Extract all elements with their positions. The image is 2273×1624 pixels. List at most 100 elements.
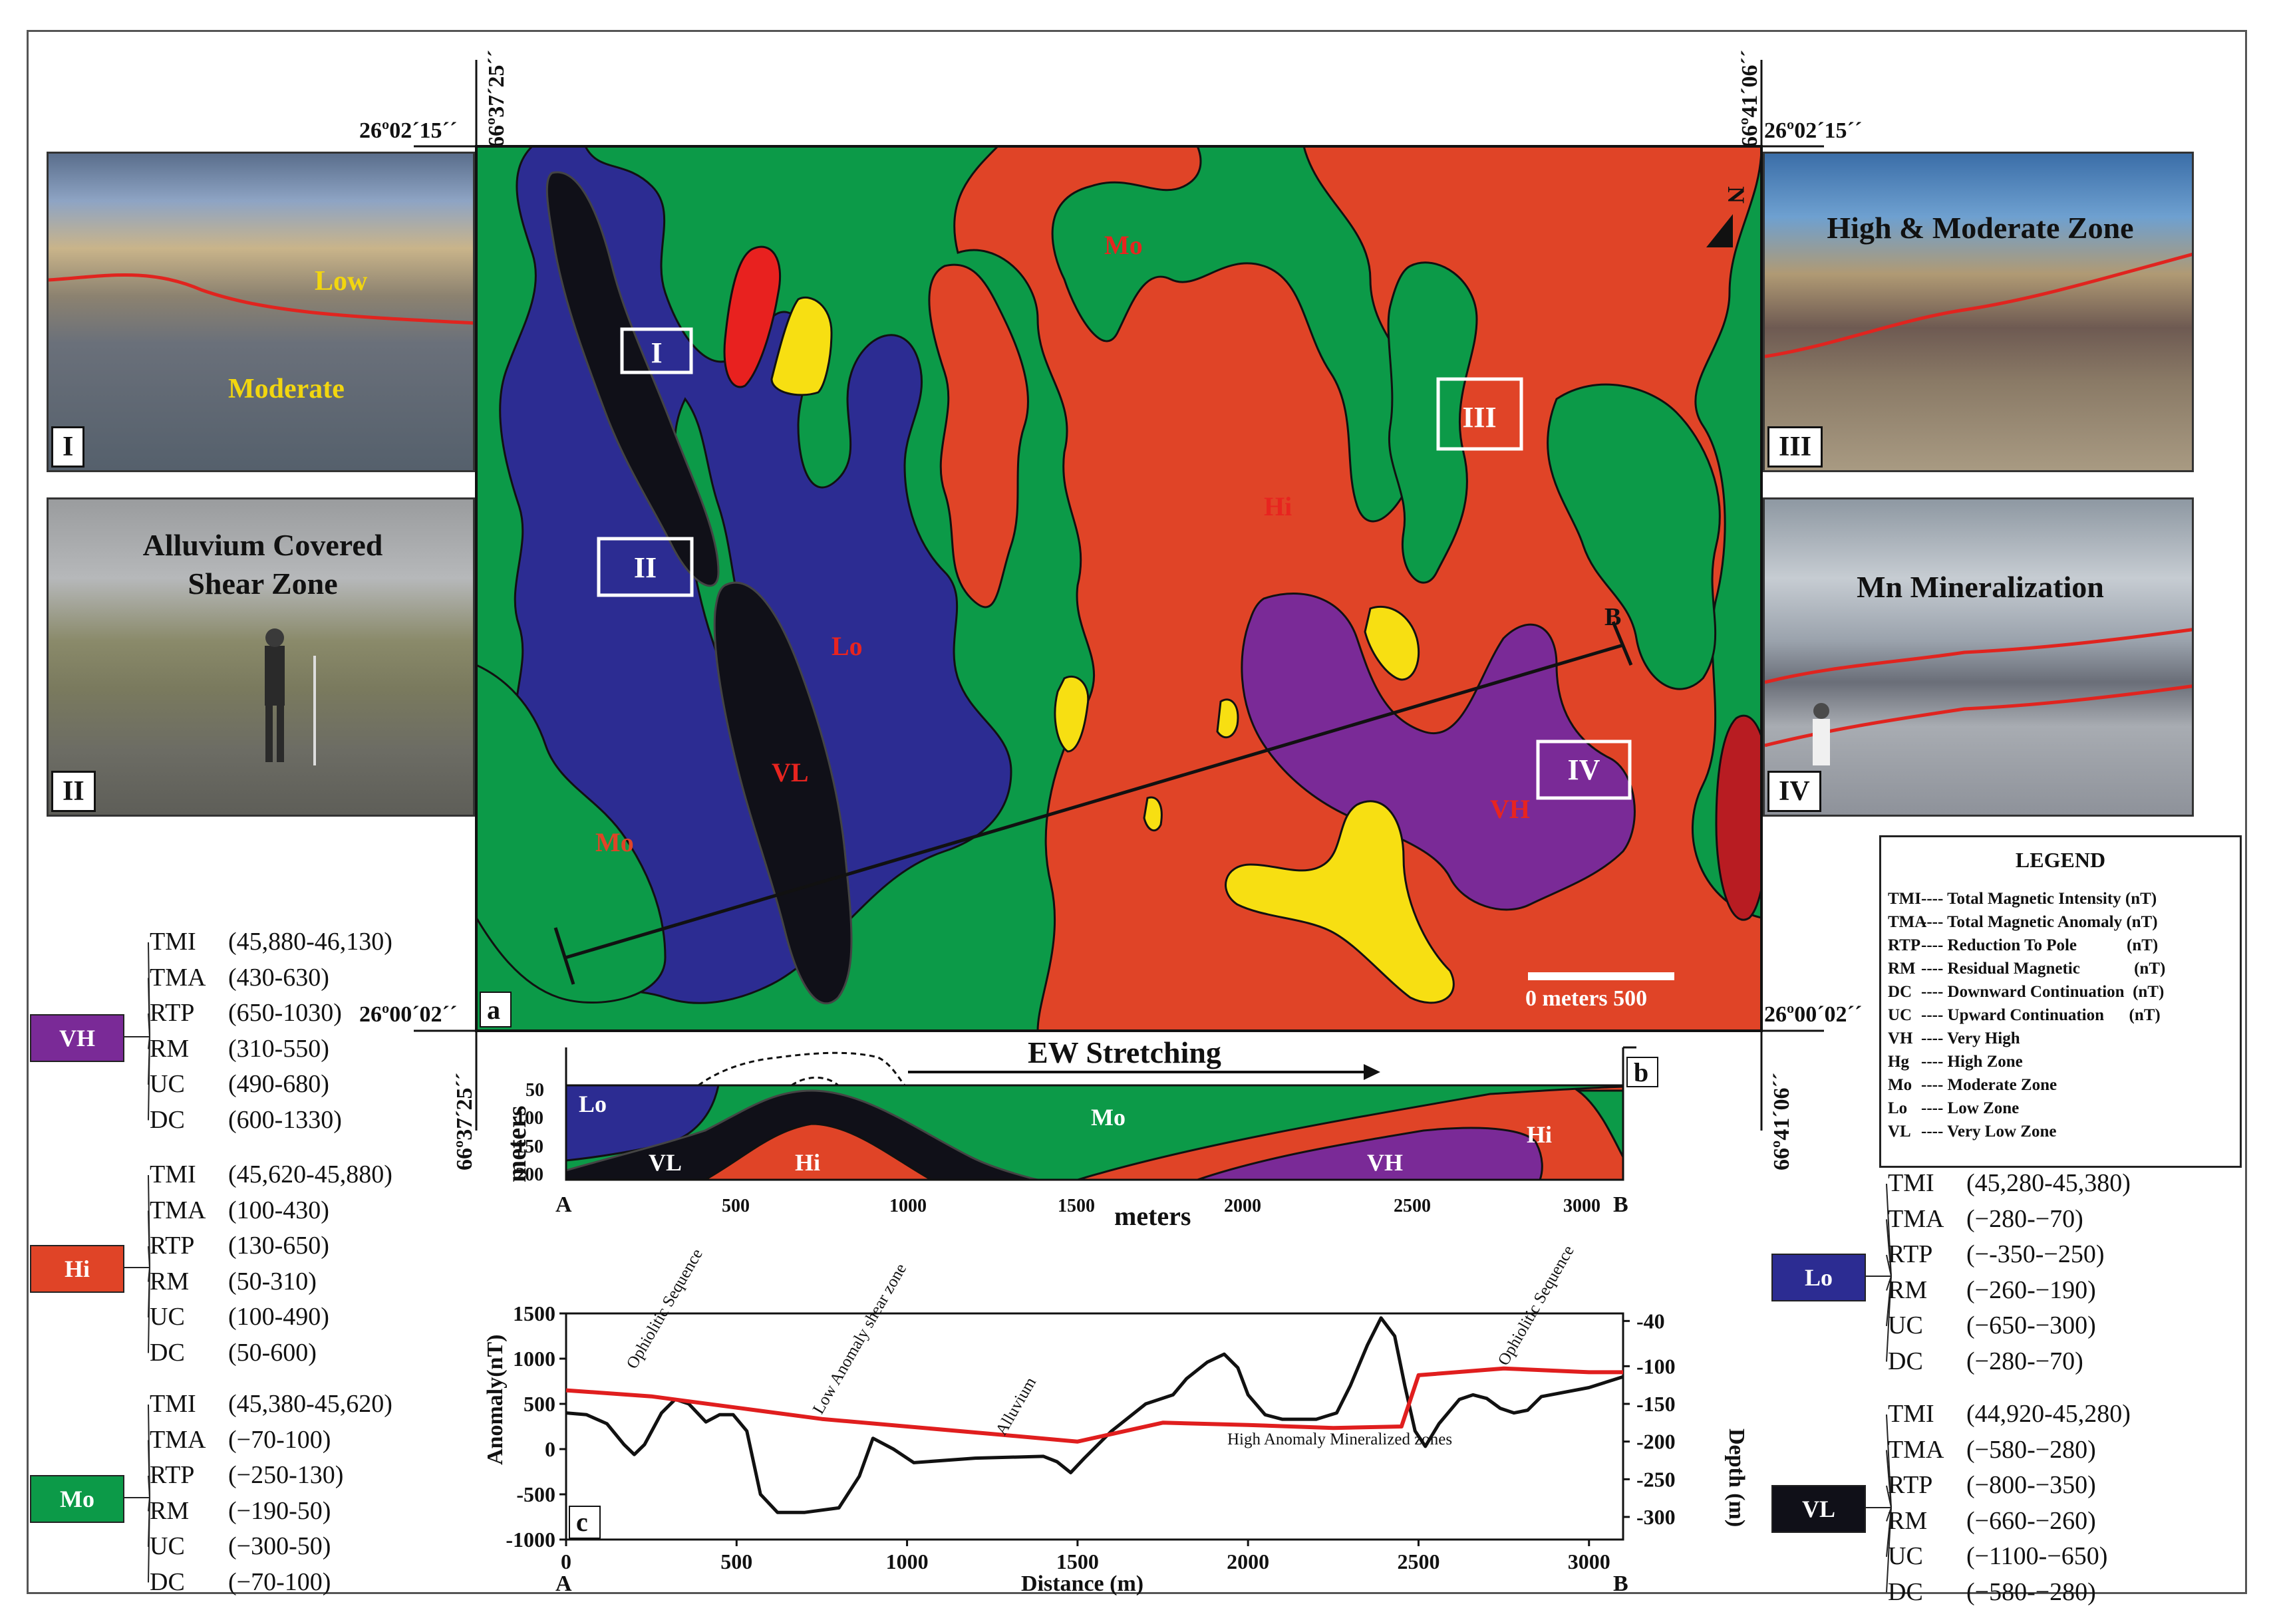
zone-param-name: RTP	[150, 1232, 195, 1260]
zone-param-value: (100-430)	[228, 1196, 329, 1224]
zone-brace-line	[1886, 1450, 1892, 1508]
legend-item-text: ---- Total Magnetic Anomaly (nT)	[1921, 913, 2158, 931]
inset-label-ii: II	[634, 551, 657, 584]
zone-param-name: RM	[150, 1496, 190, 1525]
cs-end-b: B	[1613, 1192, 1628, 1217]
person-head	[1813, 703, 1829, 719]
moderate-zone-right	[1547, 383, 1721, 690]
legend-items: TMI---- Total Magnetic Intensity (nT) TMA…	[1881, 887, 2240, 1143]
legend-item-text: ---- Low Zone	[1921, 1099, 2020, 1117]
zone-brace	[123, 942, 150, 1121]
zone-param-name: TMI	[150, 1160, 196, 1188]
zone-brace-line	[1886, 1507, 1892, 1593]
zone-param-value: (100-490)	[228, 1303, 329, 1331]
photo-iv-overlay	[1765, 628, 2192, 765]
photo-iv: Mn Mineralization IV	[1763, 497, 2194, 817]
cs-ytick: 200	[516, 1164, 543, 1185]
zone-brace-line	[148, 1475, 150, 1498]
zone-param-row: RM (−660-−260)	[1888, 1504, 2131, 1540]
legend-item: TMA---- Total Magnetic Anomaly (nT)	[1881, 910, 2240, 934]
zone-param-value: (430-630)	[228, 963, 329, 992]
inset-box-ii	[597, 537, 694, 597]
chart-xtick-label: 3000	[1568, 1550, 1610, 1573]
zone-param-row: UC (−300-50)	[150, 1529, 392, 1565]
inset-label-iii: III	[1462, 401, 1496, 434]
zone-brace-line	[148, 1497, 150, 1583]
contact-line	[1765, 253, 2192, 358]
zone-brace	[1865, 1414, 1892, 1593]
cs-ytick: 100	[516, 1108, 543, 1129]
profile-line-ab	[565, 643, 1624, 960]
photo-iv-caption: Mn Mineralization	[1857, 570, 2104, 604]
photo-i-caption-low: Low	[315, 266, 368, 297]
chart-xtick-label: 1500	[1056, 1550, 1099, 1573]
zone-param-value: (45,280-45,380)	[1966, 1169, 2131, 1197]
yellow-body	[1225, 800, 1455, 1004]
legend-item-abbr: VH	[1888, 1029, 1913, 1047]
panel-label-box-b	[1626, 1057, 1658, 1087]
zone-param-name: DC	[150, 1105, 185, 1134]
zone-param-name: UC	[150, 1070, 185, 1098]
chart-y2tick-label: -40	[1636, 1309, 1665, 1333]
zone-brace-line	[1886, 1254, 1892, 1277]
figure-frame	[27, 30, 2247, 1594]
zone-param-row: TMA (430-630)	[150, 960, 392, 996]
zone-param-name: RM	[150, 1267, 190, 1295]
photo-i: Low Moderate I	[47, 152, 475, 472]
cs-xlabel: meters	[1114, 1201, 1191, 1231]
chart-y2label: Depth (m)	[1724, 1428, 1749, 1527]
zone-param-value: (−660-−260)	[1966, 1506, 2096, 1535]
cs-border	[565, 1084, 1624, 1181]
zone-param-row: DC (−580-−280)	[1888, 1575, 2131, 1611]
zone-brace-line	[148, 1036, 150, 1121]
zone-param-row: TMI (45,280-45,380)	[1888, 1166, 2131, 1202]
photo-ii: Alluvium Covered Shear Zone II	[47, 497, 475, 817]
zone-param-value: (45,880-46,130)	[228, 928, 392, 956]
person-head	[265, 628, 284, 647]
zone-param-value: (−300-50)	[228, 1532, 331, 1560]
chart-x-axis: 0 500 1000 1500 2000 2500 3000	[561, 1540, 1610, 1573]
yellow-body	[770, 297, 833, 396]
photo-ii-label: II	[51, 771, 96, 812]
zone-box-vh: VH	[30, 1014, 124, 1062]
chart-xtick-label: 0	[561, 1550, 571, 1573]
chart-y2tick-label: -150	[1636, 1392, 1676, 1416]
red-body	[723, 245, 782, 388]
zone-param-row: RM (−190-50)	[150, 1494, 392, 1530]
zone-param-list: TMI (45,280-45,380) TMA (−280-−70) RTP (−-350…	[1888, 1166, 2131, 1379]
map-label-mo-left: Mo	[595, 827, 634, 857]
cs-label-hi-right: Hi	[1527, 1121, 1552, 1148]
contact-line	[1765, 628, 2192, 684]
profile-end-b	[1611, 621, 1633, 666]
zone-param-value: (−-350-−250)	[1966, 1240, 2105, 1268]
photo-iv-label: IV	[1767, 771, 1821, 812]
zone-param-value: (−70-100)	[228, 1425, 331, 1454]
zone-param-name: TMA	[150, 1425, 206, 1454]
scale-bar	[1528, 972, 1674, 980]
zone-box-mo: Mo	[30, 1475, 124, 1523]
zone-box-vl: VL	[1771, 1485, 1866, 1533]
coord-bottom-right-lat: 26º00´02´´	[1764, 1002, 1863, 1027]
photo-iii: High & Moderate Zone III	[1763, 152, 2194, 472]
coord-top-right-lon: 66º41´06´´	[1738, 49, 1762, 148]
legend-item-abbr: Hg	[1888, 1053, 1909, 1071]
zone-param-row: RTP (130-650)	[150, 1228, 392, 1264]
dark-red-body	[1715, 714, 1761, 921]
zone-param-name: RM	[1888, 1506, 1928, 1535]
ew-arrow-head-icon	[1364, 1064, 1380, 1080]
zone-param-value: (−190-50)	[228, 1496, 331, 1525]
zone-param-value: (−580-−280)	[1966, 1435, 2096, 1464]
yellow-body	[1364, 605, 1420, 681]
cs-ylabel: meters	[502, 1106, 531, 1182]
zone-param-name: RTP	[150, 1461, 195, 1489]
chart-y2tick-label: -100	[1636, 1354, 1676, 1378]
inset-label-i: I	[651, 337, 662, 369]
zone-param-value: (50-310)	[228, 1267, 317, 1295]
zone-map: Mo Hi Lo VL Mo VH I II III IV B N 0 mete…	[475, 145, 1763, 1032]
zone-param-name: DC	[1888, 1577, 1923, 1606]
coordinate-ticks	[414, 60, 1824, 1131]
panel-label-box-c	[569, 1506, 601, 1539]
zone-param-value: (−70-100)	[228, 1567, 331, 1596]
coord-bottom-right-lon: 66º41´06´´	[1769, 1072, 1794, 1170]
